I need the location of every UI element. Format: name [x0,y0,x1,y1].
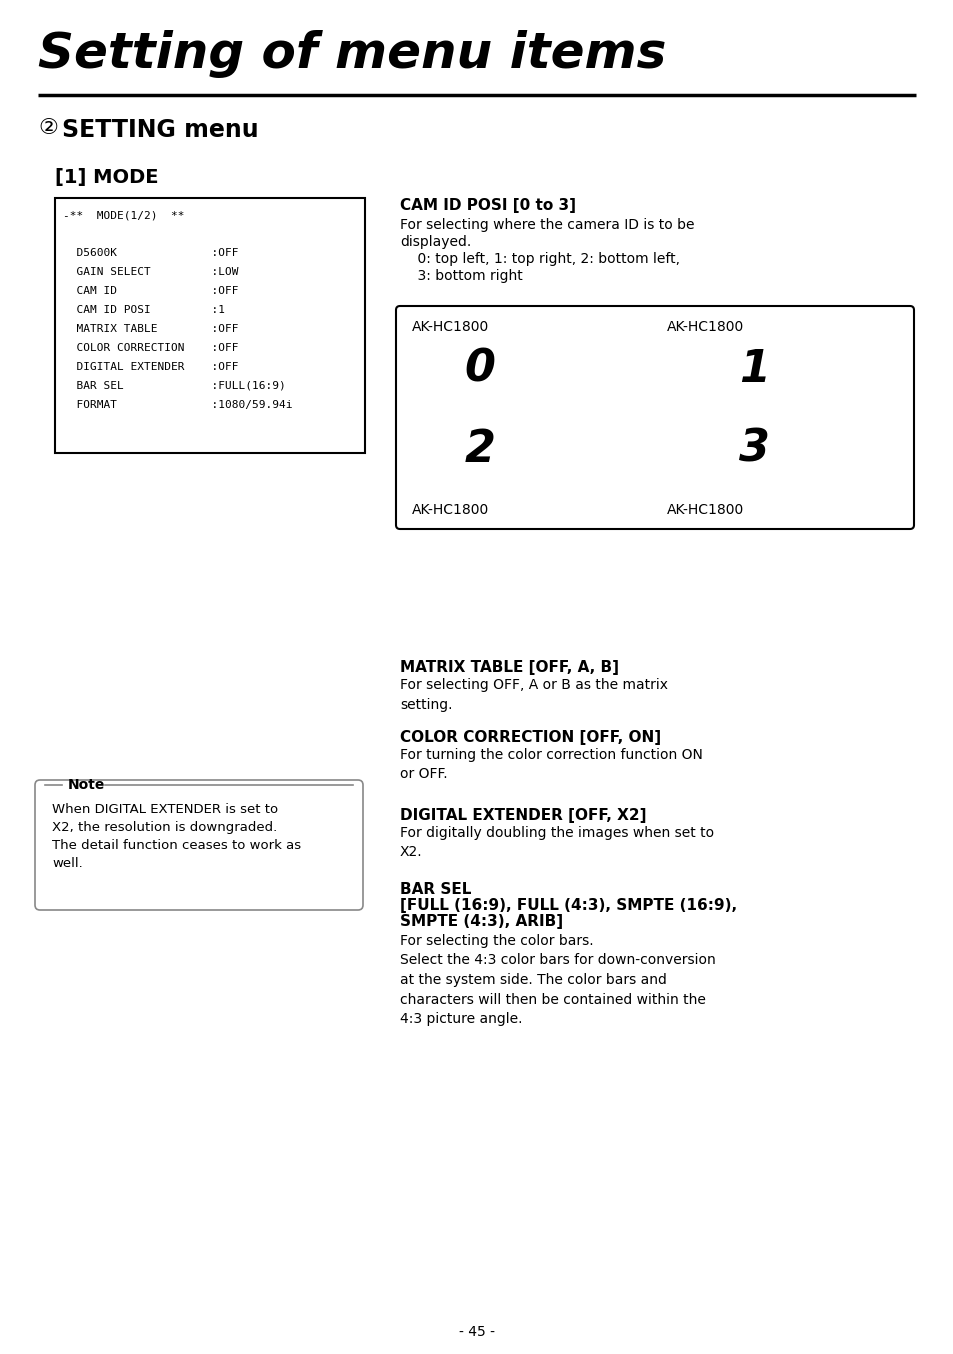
Text: 3: bottom right: 3: bottom right [399,269,522,283]
FancyBboxPatch shape [35,780,363,910]
Text: When DIGITAL EXTENDER is set to
X2, the resolution is downgraded.
The detail fun: When DIGITAL EXTENDER is set to X2, the … [52,803,301,871]
Text: 2: 2 [464,428,495,470]
Text: DIGITAL EXTENDER    :OFF: DIGITAL EXTENDER :OFF [63,362,238,372]
Text: COLOR CORRECTION    :OFF: COLOR CORRECTION :OFF [63,343,238,353]
Text: MATRIX TABLE [OFF, A, B]: MATRIX TABLE [OFF, A, B] [399,659,618,676]
Text: CAM ID              :OFF: CAM ID :OFF [63,286,238,297]
Text: BAR SEL: BAR SEL [399,881,471,896]
Text: AK-HC1800: AK-HC1800 [666,320,743,334]
Text: For selecting OFF, A or B as the matrix
setting.: For selecting OFF, A or B as the matrix … [399,678,667,711]
Text: D5600K              :OFF: D5600K :OFF [63,248,238,259]
Text: SETTING menu: SETTING menu [62,118,258,142]
Text: For turning the color correction function ON
or OFF.: For turning the color correction functio… [399,747,702,781]
Text: 3: 3 [739,428,770,470]
Text: displayed.: displayed. [399,236,471,249]
Text: FORMAT              :1080/59.94i: FORMAT :1080/59.94i [63,399,293,410]
Text: [1] MODE: [1] MODE [55,168,158,187]
Text: Setting of menu items: Setting of menu items [38,30,666,79]
Text: CAM ID POSI [0 to 3]: CAM ID POSI [0 to 3] [399,198,576,213]
Text: AK-HC1800: AK-HC1800 [666,502,743,517]
FancyBboxPatch shape [55,198,365,454]
Text: 0: top left, 1: top right, 2: bottom left,: 0: top left, 1: top right, 2: bottom lef… [399,252,679,265]
Text: [FULL (16:9), FULL (4:3), SMPTE (16:9),: [FULL (16:9), FULL (4:3), SMPTE (16:9), [399,898,737,913]
Text: 1: 1 [739,348,770,391]
Text: DIGITAL EXTENDER [OFF, X2]: DIGITAL EXTENDER [OFF, X2] [399,808,646,823]
Text: For selecting where the camera ID is to be: For selecting where the camera ID is to … [399,218,694,232]
Text: AK-HC1800: AK-HC1800 [412,320,489,334]
Text: 0: 0 [464,348,495,391]
Text: -**  MODE(1/2)  **: -** MODE(1/2) ** [63,210,184,219]
Text: Note: Note [68,779,105,792]
Text: For selecting the color bars.
Select the 4:3 color bars for down-conversion
at t: For selecting the color bars. Select the… [399,934,715,1026]
Text: SMPTE (4:3), ARIB]: SMPTE (4:3), ARIB] [399,914,562,929]
Text: COLOR CORRECTION [OFF, ON]: COLOR CORRECTION [OFF, ON] [399,730,660,745]
Text: For digitally doubling the images when set to
X2.: For digitally doubling the images when s… [399,826,714,860]
Text: GAIN SELECT         :LOW: GAIN SELECT :LOW [63,267,238,278]
FancyBboxPatch shape [395,306,913,529]
Text: BAR SEL             :FULL(16:9): BAR SEL :FULL(16:9) [63,380,286,391]
Text: AK-HC1800: AK-HC1800 [412,502,489,517]
Text: CAM ID POSI         :1: CAM ID POSI :1 [63,305,225,315]
Text: MATRIX TABLE        :OFF: MATRIX TABLE :OFF [63,324,238,334]
Text: ②: ② [38,118,58,138]
Text: - 45 -: - 45 - [458,1326,495,1339]
